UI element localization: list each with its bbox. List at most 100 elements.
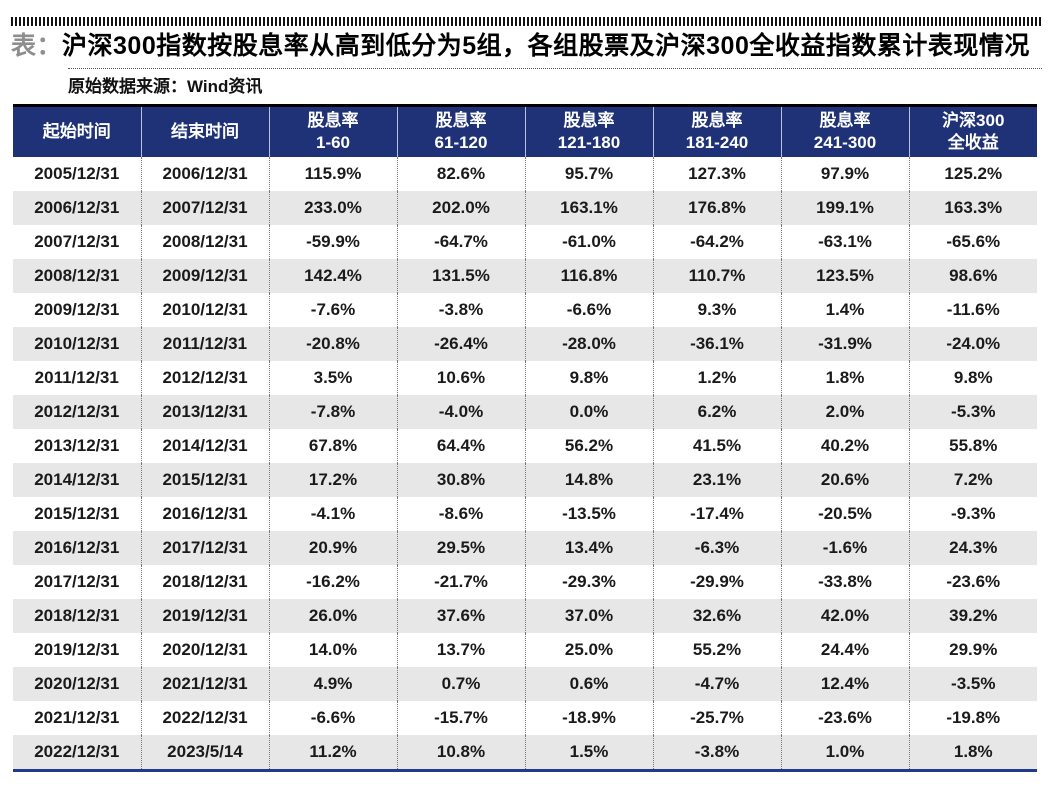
table-cell: 2021/12/31 <box>13 700 142 735</box>
table-cell: 2010/12/31 <box>141 292 270 327</box>
table-cell: 2009/12/31 <box>141 258 270 293</box>
table-cell: -9.3% <box>951 503 996 523</box>
table-cell: 64.4% <box>397 428 526 463</box>
table-cell: 14.0% <box>269 632 398 667</box>
table-cell: 55.8% <box>949 435 998 455</box>
table-cell: 97.9% <box>781 156 910 191</box>
table-cell: 2013/12/31 <box>141 394 270 429</box>
table-cell: 55.2% <box>653 632 782 667</box>
table-row: 2017/12/31 2018/12/31 -16.2% -21.7% -29.3% -2… <box>13 564 1037 599</box>
table-cell: 1.0% <box>781 734 910 770</box>
table-cell: -6.3% <box>653 530 782 565</box>
table-cell: 2017/12/31 <box>141 530 270 565</box>
table-cell: -29.3% <box>525 564 654 599</box>
table-cell: -17.4% <box>653 496 782 531</box>
table-cell: 41.5% <box>653 428 782 463</box>
table-cell: 2023/5/14 <box>141 734 270 770</box>
table-cell: -6.6% <box>525 292 654 327</box>
table-cell: 2011/12/31 <box>141 326 270 361</box>
table-cell: -65.6% <box>946 231 1001 251</box>
table-row: 2022/12/31 2023/5/14 11.2% 10.8% 1.5% -3.8% 1.… <box>13 734 1037 770</box>
table-cell: 1.2% <box>653 360 782 395</box>
table-cell: -24.0% <box>946 333 1001 353</box>
table-cell: 10.8% <box>397 734 526 770</box>
table-cell: 67.8% <box>269 428 398 463</box>
table-cell: 2020/12/31 <box>13 666 142 701</box>
table-cell: 82.6% <box>397 156 526 191</box>
table-cell: 7.2% <box>953 469 993 489</box>
table-cell: 30.8% <box>397 462 526 497</box>
column-header: 股息率 61-120 <box>397 105 526 157</box>
table-cell: -16.2% <box>269 564 398 599</box>
table-cell: -4.0% <box>397 394 526 429</box>
table-row: 2006/12/31 2007/12/31 233.0% 202.0% 163.1% 17… <box>13 190 1037 225</box>
table-title-text: 沪深300指数按股息率从高到低分为5组，各组股票及沪深300全收益指数累计表现情… <box>62 32 1030 60</box>
table-cell: 2022/12/31 <box>141 700 270 735</box>
table-cell: -36.1% <box>653 326 782 361</box>
table-cell: -20.5% <box>781 496 910 531</box>
table-cell: 32.6% <box>653 598 782 633</box>
table-cell: 11.2% <box>269 734 398 770</box>
table-cell: 40.2% <box>781 428 910 463</box>
table-cell: 2015/12/31 <box>141 462 270 497</box>
table-cell: 2014/12/31 <box>141 428 270 463</box>
table-cell: -1.6% <box>781 530 910 565</box>
table-row: 2007/12/31 2008/12/31 -59.9% -64.7% -61.0% -6… <box>13 224 1037 259</box>
dividend-group-returns-table: 起始时间 结束时间 股息率 1-60 股息率 61-120 股息率 121-180 股息率 181… <box>13 103 1037 772</box>
table-cell: 2021/12/31 <box>141 666 270 701</box>
table-cell: 20.6% <box>781 462 910 497</box>
table-row: 2019/12/31 2020/12/31 14.0% 13.7% 25.0% 55.2%… <box>13 632 1037 667</box>
table-cell: 2005/12/31 <box>13 156 142 191</box>
table-cell: 1.8% <box>781 360 910 395</box>
column-header: 股息率 1-60 <box>269 105 398 157</box>
table-row: 2010/12/31 2011/12/31 -20.8% -26.4% -28.0% -3… <box>13 326 1037 361</box>
table-cell: 127.3% <box>653 156 782 191</box>
table-title-prefix: 表： <box>11 32 63 60</box>
column-header: 股息率 181-240 <box>653 105 782 157</box>
table-cell: 2009/12/31 <box>13 292 142 327</box>
table-cell: -33.8% <box>781 564 910 599</box>
table-cell: 2016/12/31 <box>13 530 142 565</box>
table-cell: 20.9% <box>269 530 398 565</box>
table-row: 2009/12/31 2010/12/31 -7.6% -3.8% -6.6% 9.3% 1… <box>13 292 1037 327</box>
column-header: 股息率 241-300 <box>781 105 910 157</box>
table-cell: -26.4% <box>397 326 526 361</box>
table-row: 2016/12/31 2017/12/31 20.9% 29.5% 13.4% -6.3%… <box>13 530 1037 565</box>
table-cell: 24.3% <box>949 537 998 557</box>
table-cell: 2010/12/31 <box>13 326 142 361</box>
table-cell: -25.7% <box>653 700 782 735</box>
table-cell: -3.8% <box>653 734 782 770</box>
table-cell: 142.4% <box>269 258 398 293</box>
table-cell: 2019/12/31 <box>141 598 270 633</box>
table-cell: 26.0% <box>269 598 398 633</box>
table-cell: -8.6% <box>397 496 526 531</box>
table-cell: 1.4% <box>781 292 910 327</box>
table-cell: 2014/12/31 <box>13 462 142 497</box>
table-cell: 39.2% <box>949 605 998 625</box>
column-header: 起始时间 <box>13 105 142 157</box>
table-cell: 42.0% <box>781 598 910 633</box>
decorative-stripe <box>11 17 1042 26</box>
table-cell: -29.9% <box>653 564 782 599</box>
table-cell: -6.6% <box>269 700 398 735</box>
table-row: 2013/12/31 2014/12/31 67.8% 64.4% 56.2% 41.5%… <box>13 428 1037 463</box>
table-cell: 95.7% <box>525 156 654 191</box>
table-cell: 0.0% <box>525 394 654 429</box>
table-cell: 116.8% <box>525 258 654 293</box>
table-cell: -64.7% <box>397 224 526 259</box>
table-cell: 13.7% <box>397 632 526 667</box>
table-cell: 233.0% <box>269 190 398 225</box>
table-row: 2011/12/31 2012/12/31 3.5% 10.6% 9.8% 1.2% 1.8… <box>13 360 1037 395</box>
table-cell: 2018/12/31 <box>141 564 270 599</box>
table-row: 2014/12/31 2015/12/31 17.2% 30.8% 14.8% 23.1%… <box>13 462 1037 497</box>
table-cell: -18.9% <box>525 700 654 735</box>
table-cell: -15.7% <box>397 700 526 735</box>
table-cell: 2006/12/31 <box>141 156 270 191</box>
table-cell: -31.9% <box>781 326 910 361</box>
table-cell: 1.5% <box>525 734 654 770</box>
table-cell: 0.7% <box>397 666 526 701</box>
table-cell: 2007/12/31 <box>13 224 142 259</box>
data-source-note: 原始数据来源：Wind资讯 <box>68 76 263 96</box>
table-cell: 2022/12/31 <box>13 734 142 770</box>
table-row: 2021/12/31 2022/12/31 -6.6% -15.7% -18.9% -25… <box>13 700 1037 735</box>
